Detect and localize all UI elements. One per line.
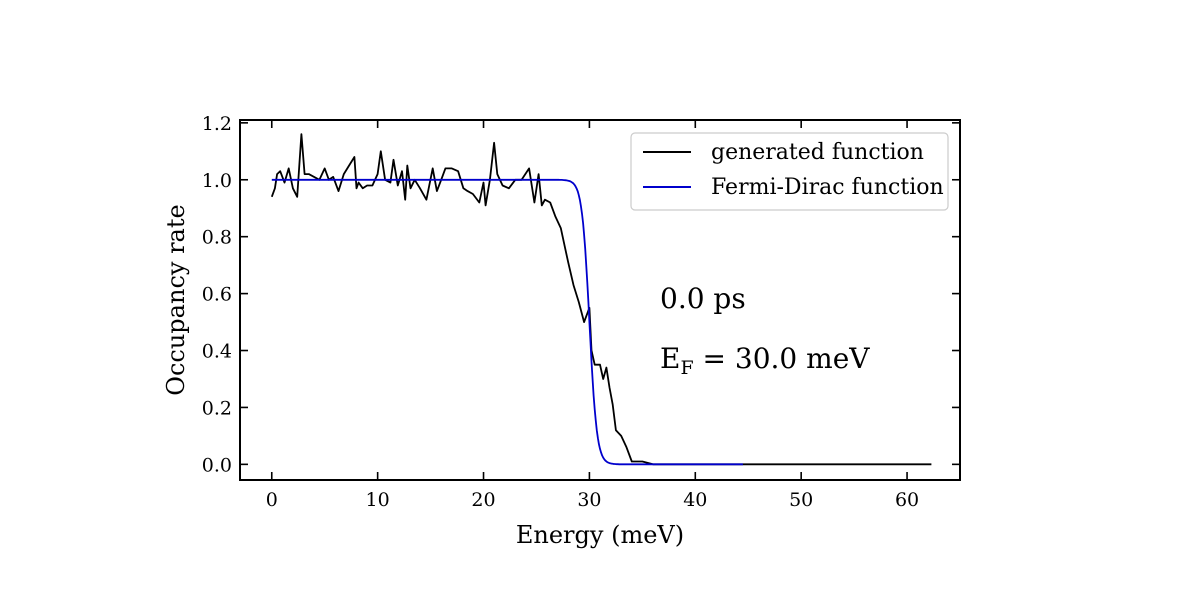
fermi-value: = 30.0 meV bbox=[694, 342, 871, 375]
x-tick-label: 50 bbox=[789, 489, 813, 511]
annotation-time: 0.0 ps bbox=[660, 282, 746, 315]
ticks: 0 10 20 30 40 50 60 0.0 0.2 0.4 0.6 0.8 1.0 1.2 bbox=[202, 113, 960, 511]
x-axis-title: Energy (meV) bbox=[516, 521, 684, 549]
y-tick-label: 0.4 bbox=[202, 341, 232, 363]
y-axis-title: Occupancy rate bbox=[162, 204, 190, 395]
fermi-symbol: E bbox=[660, 342, 680, 375]
legend-label-generated: generated function bbox=[711, 140, 924, 165]
annotation-fermi-energy: EF = 30.0 meV bbox=[660, 342, 870, 379]
legend-box bbox=[630, 132, 949, 211]
y-tick-label: 0.8 bbox=[202, 227, 232, 249]
y-tick-label: 0.2 bbox=[202, 397, 232, 419]
x-tick-label: 0 bbox=[266, 489, 278, 511]
fermi-subscript: F bbox=[680, 357, 693, 379]
x-tick-label: 60 bbox=[895, 489, 919, 511]
y-tick-label: 0.6 bbox=[202, 284, 232, 306]
y-tick-label: 0.0 bbox=[202, 454, 232, 476]
x-tick-label: 20 bbox=[471, 489, 495, 511]
y-tick-label: 1.2 bbox=[202, 113, 232, 135]
plot-frame bbox=[239, 119, 961, 481]
legend: generated function Fermi-Dirac function bbox=[630, 132, 949, 211]
x-tick-label: 10 bbox=[366, 489, 390, 511]
plot-lines bbox=[270, 133, 932, 466]
legend-label-fermi-dirac: Fermi-Dirac function bbox=[711, 175, 944, 200]
x-tick-label: 30 bbox=[577, 489, 601, 511]
series-fermi-dirac-line bbox=[271, 178, 743, 466]
x-tick-label: 40 bbox=[683, 489, 707, 511]
y-tick-label: 1.0 bbox=[202, 170, 232, 192]
series-generated-function-line bbox=[270, 133, 932, 466]
